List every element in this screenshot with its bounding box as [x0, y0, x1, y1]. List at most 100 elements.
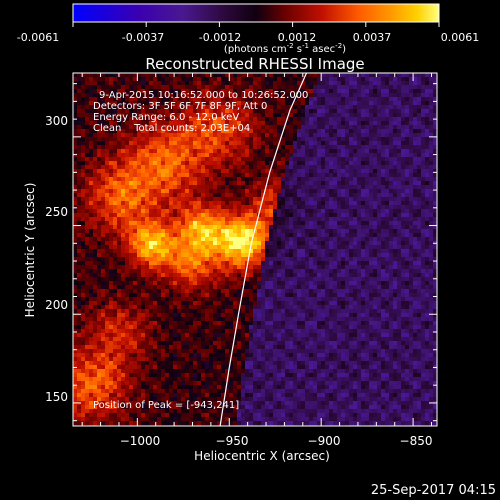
heatmap-cell	[161, 113, 166, 118]
heatmap-cell	[169, 297, 174, 302]
heatmap-cell	[105, 189, 110, 194]
heatmap-cell	[261, 137, 266, 142]
heatmap-cell	[117, 85, 122, 90]
heatmap-cell	[281, 293, 286, 298]
heatmap-cell	[85, 217, 90, 222]
heatmap-cell	[257, 169, 262, 174]
heatmap-cell	[117, 89, 122, 94]
heatmap-cell	[129, 393, 134, 398]
heatmap-cell	[289, 285, 294, 290]
heatmap-cell	[237, 357, 242, 362]
heatmap-cell	[169, 117, 174, 122]
heatmap-cell	[257, 225, 262, 230]
heatmap-cell	[149, 345, 154, 350]
heatmap-cell	[217, 93, 222, 98]
heatmap-cell	[113, 209, 118, 214]
heatmap-cell	[149, 117, 154, 122]
heatmap-cell	[253, 221, 258, 226]
heatmap-cell	[85, 409, 90, 414]
heatmap-cell	[233, 265, 238, 270]
heatmap-cell	[117, 121, 122, 126]
heatmap-cell	[221, 325, 226, 330]
heatmap-cell	[209, 85, 214, 90]
heatmap-cell	[213, 125, 218, 130]
heatmap-cell	[189, 153, 194, 158]
heatmap-cell	[77, 273, 82, 278]
heatmap-cell	[169, 281, 174, 286]
heatmap-cell	[245, 181, 250, 186]
heatmap-cell	[109, 321, 114, 326]
heatmap-cell	[153, 377, 158, 382]
heatmap-cell	[81, 385, 86, 390]
heatmap-cell	[241, 385, 246, 390]
heatmap-cell	[261, 377, 266, 382]
heatmap-cell	[133, 213, 138, 218]
heatmap-cell	[101, 261, 106, 266]
heatmap-cell	[113, 165, 118, 170]
heatmap-cell	[117, 165, 122, 170]
heatmap-cell	[285, 257, 290, 262]
heatmap-cell	[181, 293, 186, 298]
heatmap-cell	[73, 257, 78, 262]
heatmap-cell	[289, 249, 294, 254]
heatmap-cell	[221, 261, 226, 266]
heatmap-cell	[161, 413, 166, 418]
heatmap-cell	[277, 161, 282, 166]
heatmap-cell	[125, 229, 130, 234]
heatmap-cell	[237, 273, 242, 278]
heatmap-cell	[213, 229, 218, 234]
heatmap-cell	[165, 377, 170, 382]
heatmap-cell	[109, 105, 114, 110]
heatmap-cell	[149, 305, 154, 310]
heatmap-cell	[121, 241, 126, 246]
heatmap-cell	[229, 225, 234, 230]
heatmap-cell	[113, 97, 118, 102]
heatmap-cell	[177, 185, 182, 190]
heatmap-cell	[81, 369, 86, 374]
heatmap-cell	[165, 189, 170, 194]
heatmap-cell	[293, 177, 298, 182]
heatmap-cell	[85, 105, 90, 110]
heatmap-cell	[273, 329, 278, 334]
heatmap-cell	[193, 77, 198, 82]
heatmap-cell	[237, 101, 242, 106]
heatmap-cell	[293, 285, 298, 290]
heatmap-cell	[105, 249, 110, 254]
heatmap-cell	[193, 161, 198, 166]
heatmap-cell	[177, 125, 182, 130]
heatmap-cell	[165, 121, 170, 126]
heatmap-cell	[93, 165, 98, 170]
heatmap-cell	[129, 337, 134, 342]
heatmap-cell	[213, 417, 218, 422]
heatmap-cell	[145, 417, 150, 422]
heatmap-cell	[77, 353, 82, 358]
heatmap-cell	[281, 137, 286, 142]
heatmap-cell	[257, 333, 262, 338]
heatmap-cell	[101, 137, 106, 142]
heatmap-cell	[233, 77, 238, 82]
heatmap-cell	[245, 205, 250, 210]
heatmap-cell	[181, 409, 186, 414]
heatmap-cell	[201, 245, 206, 250]
heatmap-cell	[93, 233, 98, 238]
heatmap-cell	[105, 97, 110, 102]
heatmap-cell	[225, 281, 230, 286]
heatmap-cell	[181, 397, 186, 402]
heatmap-cell	[169, 189, 174, 194]
heatmap-cell	[245, 361, 250, 366]
heatmap-cell	[261, 225, 266, 230]
heatmap-cell	[277, 121, 282, 126]
heatmap-cell	[269, 333, 274, 338]
heatmap-cell	[169, 409, 174, 414]
heatmap-cell	[105, 205, 110, 210]
heatmap-cell	[77, 85, 82, 90]
heatmap-cell	[121, 293, 126, 298]
heatmap-cell	[241, 357, 246, 362]
heatmap-cell	[157, 405, 162, 410]
heatmap-cell	[173, 101, 178, 106]
heatmap-cell	[165, 281, 170, 286]
heatmap-cell	[121, 285, 126, 290]
heatmap-cell	[265, 173, 270, 178]
heatmap-cell	[169, 105, 174, 110]
heatmap-cell	[197, 317, 202, 322]
